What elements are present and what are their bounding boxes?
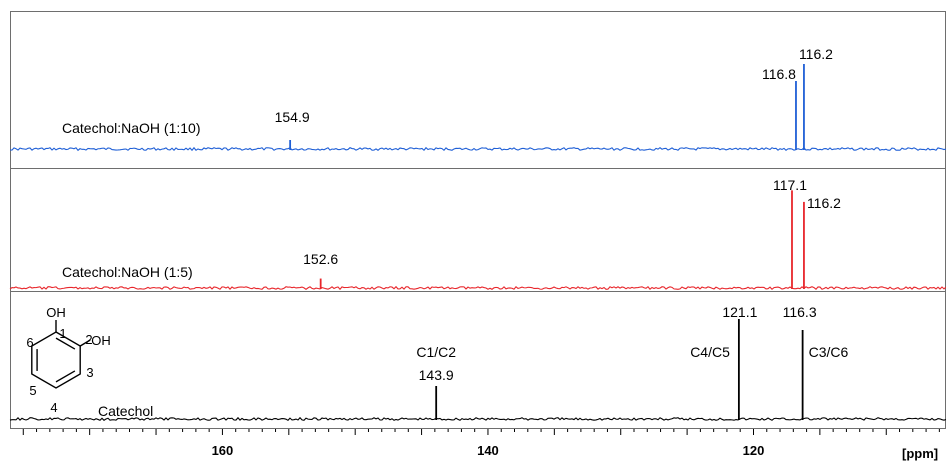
x-axis: 160 140 120 [ppm] [22, 429, 940, 461]
double-bond [55, 370, 76, 383]
spectrum-name: Catechol:NaOH (1:5) [62, 264, 193, 280]
peak-label: 117.1 [773, 177, 807, 193]
catechol-structure: OH OH 1 2 3 45 6 [26, 305, 110, 415]
peak-assignment: C4/C5 [690, 344, 730, 360]
ring-number: 2 [85, 332, 92, 347]
benzene-ring [31, 331, 81, 389]
x-axis-label: [ppm] [902, 446, 938, 461]
ring-number: 1 [59, 326, 66, 341]
peak-label: 154.9 [275, 109, 310, 125]
double-bond [55, 337, 76, 350]
peak-label: 116.8 [762, 66, 796, 82]
spectrum-3: 143.9 C1/C2 121.1 C4/C5 116.3 C3/C6 Catechol [9, 304, 946, 421]
peak-label: 116.3 [783, 304, 817, 320]
tick-label: 140 [477, 443, 499, 458]
oh-label-2: OH [91, 333, 111, 348]
spectrum-baseline [9, 285, 946, 291]
tick-label: 120 [743, 443, 765, 458]
peak-label: 152.6 [303, 251, 338, 267]
peak-label: 116.2 [799, 46, 833, 62]
plot-frame [10, 11, 946, 429]
peak-label: 121.1 [722, 304, 757, 320]
spectrum-name: Catechol:NaOH (1:10) [62, 120, 201, 136]
ring-number: 6 [26, 335, 33, 350]
peak-label: 143.9 [419, 367, 454, 383]
spectrum-name: Catechol [98, 403, 153, 419]
peak-assignment: C1/C2 [416, 344, 456, 360]
spectrum-baseline [9, 416, 946, 421]
ring-number: 5 [29, 383, 36, 398]
peak-assignment: C3/C6 [809, 344, 849, 360]
ring-number: 3 [86, 365, 93, 380]
ring-number: 4 [50, 400, 57, 415]
spectrum-baseline [9, 146, 946, 152]
peak-label: 116.2 [807, 195, 841, 211]
oh-label-1: OH [46, 305, 66, 320]
tick-label: 160 [212, 443, 234, 458]
oh-bond-2 [79, 339, 91, 347]
